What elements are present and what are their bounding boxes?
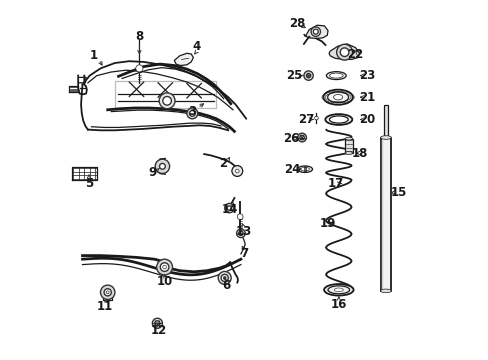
Ellipse shape: [380, 136, 390, 139]
Text: 10: 10: [157, 275, 173, 288]
Ellipse shape: [329, 73, 343, 78]
Circle shape: [307, 75, 309, 77]
Circle shape: [297, 133, 306, 142]
Circle shape: [227, 206, 231, 210]
Text: 7: 7: [240, 247, 248, 260]
Text: 20: 20: [358, 113, 374, 126]
Circle shape: [163, 96, 171, 105]
Text: 16: 16: [330, 298, 346, 311]
Text: 11: 11: [97, 300, 113, 313]
Circle shape: [104, 289, 111, 296]
Polygon shape: [328, 44, 359, 59]
Text: 12: 12: [150, 324, 166, 337]
Text: 19: 19: [319, 217, 336, 230]
Ellipse shape: [334, 288, 343, 292]
Text: 24: 24: [283, 163, 300, 176]
Circle shape: [310, 27, 320, 36]
Circle shape: [155, 159, 169, 174]
Circle shape: [218, 271, 231, 284]
Text: 4: 4: [192, 40, 201, 53]
Circle shape: [314, 116, 318, 120]
Circle shape: [159, 163, 165, 169]
Text: 27: 27: [298, 113, 314, 126]
Circle shape: [152, 318, 162, 328]
Ellipse shape: [345, 152, 352, 154]
Circle shape: [340, 48, 348, 57]
Polygon shape: [380, 138, 390, 291]
Circle shape: [159, 93, 175, 109]
Text: 13: 13: [235, 225, 251, 238]
Text: 22: 22: [346, 48, 363, 61]
Polygon shape: [345, 139, 352, 153]
Text: 9: 9: [148, 166, 157, 179]
Circle shape: [163, 265, 166, 269]
Circle shape: [189, 111, 195, 116]
Ellipse shape: [325, 72, 346, 80]
Ellipse shape: [323, 90, 352, 105]
Text: 23: 23: [358, 69, 374, 82]
Circle shape: [237, 214, 243, 220]
Text: 8: 8: [135, 30, 143, 43]
Ellipse shape: [380, 289, 390, 293]
Circle shape: [306, 73, 310, 78]
Circle shape: [299, 135, 304, 140]
Text: 18: 18: [351, 147, 367, 159]
Circle shape: [303, 71, 313, 80]
Text: 28: 28: [289, 17, 305, 30]
Circle shape: [231, 166, 242, 176]
Circle shape: [136, 65, 142, 72]
Circle shape: [106, 291, 109, 294]
Polygon shape: [303, 25, 327, 39]
Circle shape: [336, 44, 352, 60]
Circle shape: [221, 274, 228, 282]
Text: 25: 25: [285, 69, 302, 82]
Text: 5: 5: [85, 177, 93, 190]
Text: 1: 1: [90, 49, 98, 62]
Circle shape: [155, 321, 160, 326]
Ellipse shape: [327, 286, 349, 294]
Text: 21: 21: [358, 91, 374, 104]
Circle shape: [224, 203, 234, 213]
Circle shape: [160, 263, 168, 271]
Text: 14: 14: [222, 203, 238, 216]
Circle shape: [223, 276, 225, 279]
Circle shape: [313, 29, 318, 34]
Text: 6: 6: [222, 279, 230, 292]
Ellipse shape: [345, 137, 352, 140]
Polygon shape: [384, 105, 387, 138]
Ellipse shape: [300, 167, 309, 171]
Circle shape: [236, 229, 244, 238]
Text: 17: 17: [327, 177, 344, 190]
Text: 15: 15: [389, 186, 406, 199]
Text: 26: 26: [283, 132, 299, 145]
Circle shape: [238, 231, 243, 235]
Ellipse shape: [327, 92, 348, 103]
Ellipse shape: [329, 116, 347, 123]
Circle shape: [186, 108, 197, 119]
Circle shape: [235, 169, 239, 173]
Polygon shape: [174, 53, 193, 66]
Ellipse shape: [325, 114, 351, 125]
Ellipse shape: [333, 94, 342, 100]
Text: 3: 3: [188, 105, 196, 118]
Ellipse shape: [324, 284, 353, 296]
Ellipse shape: [297, 166, 312, 172]
Circle shape: [101, 285, 115, 300]
Text: 2: 2: [219, 157, 226, 170]
Circle shape: [156, 259, 172, 275]
